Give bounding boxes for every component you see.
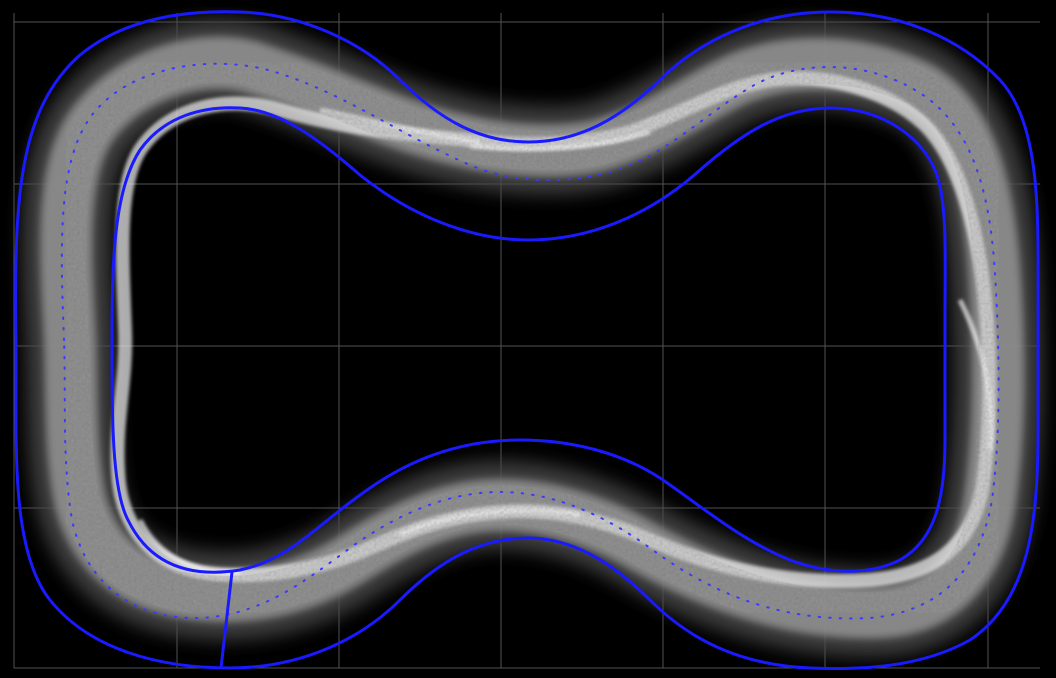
track-inner-boundary xyxy=(110,106,947,574)
start-finish-line xyxy=(219,571,234,669)
track-outer-boundary xyxy=(14,10,1040,671)
track-centerline xyxy=(60,62,1000,620)
